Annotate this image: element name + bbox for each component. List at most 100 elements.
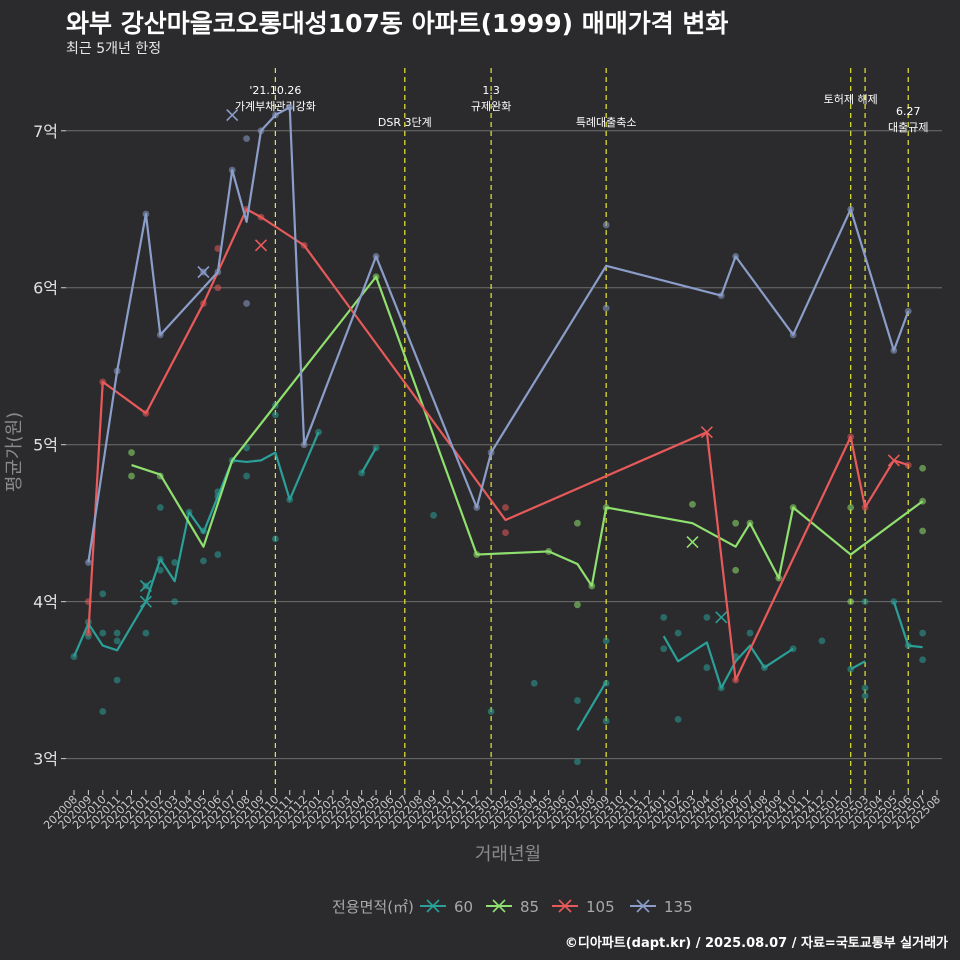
data-point <box>602 221 610 229</box>
data-point <box>574 758 581 766</box>
data-point <box>919 464 927 472</box>
data-point <box>502 529 509 536</box>
legend-item-105: 105 <box>552 898 615 916</box>
data-point <box>703 613 711 621</box>
data-point <box>574 697 581 704</box>
event-label: DSR 3단계 <box>378 116 432 129</box>
series-135 <box>84 103 912 566</box>
data-point <box>502 504 509 511</box>
data-point <box>113 629 121 637</box>
data-point <box>847 598 855 606</box>
data-point <box>243 300 251 307</box>
page-subtitle: 최근 5개년 한정 <box>66 41 162 57</box>
x-axis-ticks: 2020082020092020102020112020122021012021… <box>41 790 943 832</box>
data-point <box>128 472 135 480</box>
data-point <box>746 629 754 637</box>
series-line <box>87 106 910 563</box>
data-point <box>919 527 927 535</box>
source-credit: ©디아파트(dapt.kr) / 2025.08.07 / 자료=국토교통부 실… <box>564 936 948 951</box>
data-point <box>243 135 251 143</box>
series-line <box>662 635 794 690</box>
data-point <box>156 504 164 511</box>
data-point <box>602 304 610 312</box>
data-point <box>430 511 437 519</box>
data-point <box>732 566 740 574</box>
data-point <box>214 245 222 252</box>
data-point <box>113 637 121 645</box>
series-line <box>360 447 378 474</box>
data-point <box>99 590 107 598</box>
series-line <box>576 681 608 731</box>
page-title: 와부 강산마을코오롱대성107동 아파트(1999) 매매가격 변화 <box>66 9 729 38</box>
plot-area <box>70 103 927 766</box>
legend-item-85: 85 <box>486 898 539 916</box>
data-point <box>243 472 251 480</box>
cross-marker <box>887 454 900 467</box>
legend-label: 60 <box>454 898 473 916</box>
cross-marker <box>715 611 728 624</box>
legend-label: 85 <box>520 898 539 916</box>
legend: 전용면적(㎡) 60 85 105 135 <box>332 898 693 916</box>
data-point <box>99 708 107 715</box>
data-point <box>861 684 869 692</box>
data-point <box>674 715 682 723</box>
data-point <box>602 637 610 645</box>
cross-marker <box>686 535 699 549</box>
legend-item-60: 60 <box>420 898 473 916</box>
data-point <box>818 637 826 645</box>
legend-label: 105 <box>586 898 615 916</box>
series-85 <box>128 273 927 609</box>
data-point <box>271 411 279 419</box>
cross-marker <box>700 426 713 439</box>
data-point <box>703 664 711 671</box>
data-point <box>214 551 222 558</box>
series-line <box>892 601 923 649</box>
y-tick-label: 3억 <box>33 750 58 769</box>
event-label: 1.3 규제완화 <box>471 84 511 113</box>
y-axis-ticks: 3억 4억 5억 6억 7억 <box>33 122 66 769</box>
legend-item-135: 135 <box>630 898 693 916</box>
series-line <box>131 275 924 588</box>
data-point <box>689 500 696 508</box>
series-60 <box>70 402 927 766</box>
event-label: 특례대출축소 <box>576 116 637 129</box>
cross-marker <box>139 595 152 608</box>
data-point <box>200 557 207 565</box>
series-line <box>72 431 320 658</box>
legend-label: 135 <box>664 898 693 916</box>
data-point <box>574 601 581 609</box>
y-tick-label: 7억 <box>33 122 58 141</box>
y-tick-label: 4억 <box>33 593 58 612</box>
cross-marker <box>254 239 268 252</box>
data-point <box>919 656 927 664</box>
data-point <box>271 535 279 543</box>
data-point <box>156 566 164 574</box>
legend-title: 전용면적(㎡) <box>332 898 414 916</box>
data-point <box>113 676 121 684</box>
data-point <box>674 629 682 637</box>
data-point <box>142 629 150 637</box>
cross-marker <box>139 579 152 593</box>
data-point <box>861 692 869 700</box>
x-axis-title: 거래년월 <box>475 844 541 865</box>
cross-marker <box>197 265 210 279</box>
data-point <box>919 629 927 637</box>
event-label: 토허제 해제 <box>824 92 878 106</box>
data-point <box>861 598 869 606</box>
data-point <box>171 598 179 606</box>
event-label: 6.27 대출규제 <box>888 105 928 134</box>
data-point <box>732 519 740 527</box>
series-line <box>87 208 909 682</box>
y-tick-label: 6억 <box>33 279 58 298</box>
y-tick-label: 5억 <box>33 436 58 455</box>
data-point <box>99 629 107 637</box>
y-axis-title: 평균가(원) <box>4 412 25 492</box>
data-point <box>602 717 610 725</box>
data-point <box>847 504 855 511</box>
data-point <box>171 559 179 566</box>
data-point <box>660 645 668 653</box>
data-point <box>214 284 222 292</box>
data-point <box>128 449 135 456</box>
